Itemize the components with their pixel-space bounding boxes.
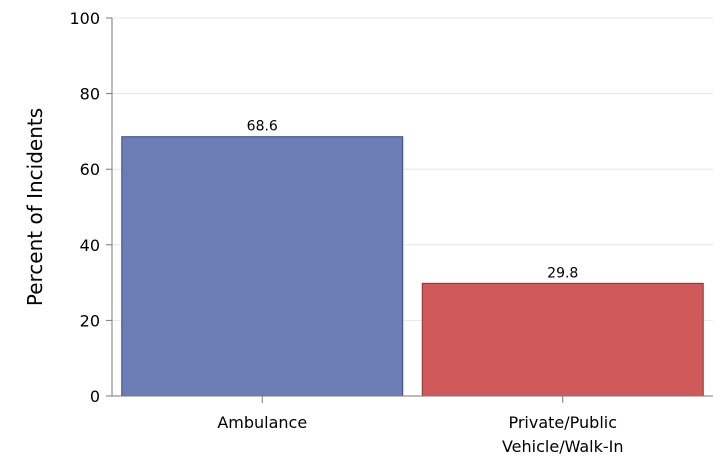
y-tick-label: 40 xyxy=(80,236,100,255)
y-tick-label: 100 xyxy=(69,9,100,28)
y-tick-label: 80 xyxy=(80,85,100,104)
data-label: 29.8 xyxy=(547,265,578,281)
axes xyxy=(111,18,713,397)
x-tick-label: Vehicle/Walk-In xyxy=(502,437,624,456)
y-tick-label: 0 xyxy=(90,387,100,406)
y-tick-label: 20 xyxy=(80,311,100,330)
y-ticks: 0 20 40 60 80 100 xyxy=(69,9,112,406)
data-labels: 68.6 29.8 xyxy=(247,119,579,282)
y-axis-label: Percent of Incidents xyxy=(23,108,47,306)
bar-ambulance xyxy=(121,136,404,397)
x-tick-label: Ambulance xyxy=(217,413,307,432)
y-tick-label: 60 xyxy=(80,160,100,179)
x-tick-label: Private/Public xyxy=(508,413,617,432)
x-ticks: Ambulance Private/Public Vehicle/Walk-In xyxy=(217,396,624,456)
bars xyxy=(121,136,704,397)
bar-private-public-vehicle-walk-in xyxy=(421,282,704,397)
data-label: 68.6 xyxy=(247,119,278,135)
